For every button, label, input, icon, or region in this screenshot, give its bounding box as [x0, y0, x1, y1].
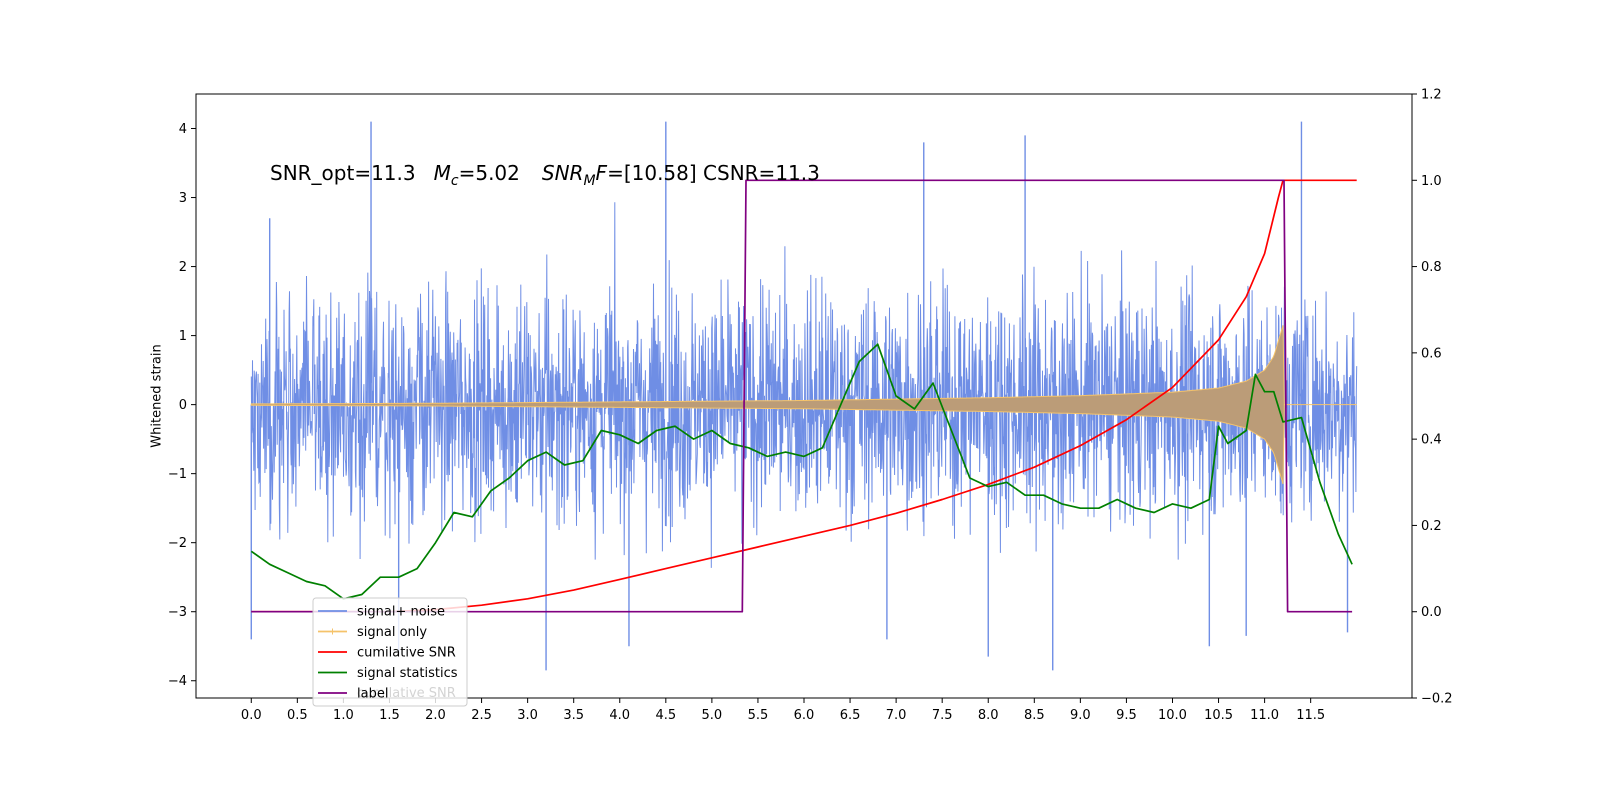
annotation-mc-value: =5.02 [459, 161, 520, 185]
legend-entry-cumulative-snr: cumilative SNR [318, 646, 456, 661]
y-axis-right-ticks: −0.2 0.0 0.2 0.4 0.6 0.8 1.0 1.2 [1412, 88, 1453, 707]
signal-noise-trace [250, 202, 1358, 568]
x-tick-label: 5.5 [748, 708, 769, 723]
y-left-tick-label: −3 [168, 605, 187, 620]
y-left-tick-label: −4 [168, 674, 187, 689]
y-left-tick-label: 3 [179, 191, 187, 206]
legend-box [312, 597, 468, 707]
y-right-tick-label: 0.0 [1421, 605, 1442, 620]
legend-label: signal only [357, 625, 427, 640]
signal-noise-series [250, 121, 1358, 671]
x-axis-ticks: 0.0 0.5 1.0 1.5 2.0 2.5 3.0 3.5 4.0 4.5 5.0 5.5 6.0 6… [241, 698, 1325, 723]
y-left-tick-label: −1 [168, 467, 187, 482]
x-tick-label: 9.5 [1116, 708, 1137, 723]
legend-entry-signal-only: signal only [318, 625, 427, 640]
x-tick-label: 9.0 [1070, 708, 1091, 723]
y-axis-label: Whitened strain [150, 344, 165, 447]
x-tick-label: 2.0 [425, 708, 446, 723]
annotation-mc-symbol: M [434, 161, 451, 185]
x-tick-label: 8.5 [1024, 708, 1045, 723]
x-tick-label: 10.0 [1158, 708, 1187, 723]
annotation-snr-opt: SNR_opt=11.3 [270, 161, 416, 185]
y-right-tick-label: 1.2 [1421, 88, 1442, 103]
x-tick-label: 0.5 [287, 708, 308, 723]
legend-ghost-text: cumilative SNR [357, 686, 456, 701]
x-tick-label: 7.0 [886, 708, 907, 723]
legend: cumilative SNR signal+ noise signal only c… [312, 597, 468, 707]
y-right-tick-label: −0.2 [1421, 692, 1453, 707]
x-tick-label: 0.0 [241, 708, 262, 723]
y-left-tick-label: 2 [179, 260, 187, 275]
annotation-snrmf-f: F [596, 161, 608, 185]
annotation-snrmf-subscript: M [583, 173, 595, 189]
signal-only-series [250, 325, 1357, 485]
x-tick-label: 11.0 [1250, 708, 1279, 723]
y-left-tick-label: −2 [168, 536, 187, 551]
y-left-tick-label: 1 [179, 329, 187, 344]
legend-label: label [357, 687, 388, 702]
annotation-mc-subscript: c [451, 173, 459, 189]
x-tick-label: 2.5 [471, 708, 492, 723]
y-axis-left-ticks: −4 −3 −2 −1 0 1 2 3 4 [168, 122, 196, 689]
legend-entry-signal-statistics: signal statistics [318, 666, 458, 681]
x-tick-label: 7.5 [932, 708, 953, 723]
x-tick-label: 11.5 [1296, 708, 1325, 723]
label-line [251, 179, 1353, 613]
y-right-tick-label: 1.0 [1421, 174, 1442, 189]
x-tick-label: 10.5 [1204, 708, 1233, 723]
y-right-tick-label: 0.6 [1421, 346, 1442, 361]
x-tick-label: 6.5 [840, 708, 861, 723]
y-right-tick-label: 0.2 [1421, 519, 1442, 534]
annotation-snrmf-value: =[10.58] CSNR=11.3 [607, 161, 820, 185]
x-tick-label: 3.5 [563, 708, 584, 723]
x-tick-label: 8.0 [978, 708, 999, 723]
legend-entry-signal-noise: signal+ noise [318, 605, 445, 620]
y-left-tick-label: 0 [179, 398, 187, 413]
legend-label: cumilative SNR [357, 646, 456, 661]
legend-label: signal+ noise [357, 605, 445, 620]
y-right-tick-label: 0.8 [1421, 260, 1442, 275]
x-tick-label: 1.5 [379, 708, 400, 723]
x-tick-label: 5.0 [702, 708, 723, 723]
x-tick-label: 6.0 [794, 708, 815, 723]
x-tick-label: 1.0 [333, 708, 354, 723]
y-right-tick-label: 0.4 [1421, 433, 1442, 448]
annotation-text: SNR_opt=11.3 Mc=5.02 SNRMF=[10.58] CSNR=11… [270, 161, 820, 189]
annotation-snrmf-symbol: SNR [542, 161, 584, 185]
signal-statistics-line [250, 343, 1353, 600]
x-tick-label: 4.5 [655, 708, 676, 723]
signal-only-band [250, 325, 1357, 485]
legend-label: signal statistics [357, 666, 458, 681]
x-tick-label: 3.0 [517, 708, 538, 723]
y-left-tick-label: 4 [179, 122, 187, 137]
legend-entry-label: label [318, 687, 388, 702]
x-tick-label: 4.0 [609, 708, 630, 723]
